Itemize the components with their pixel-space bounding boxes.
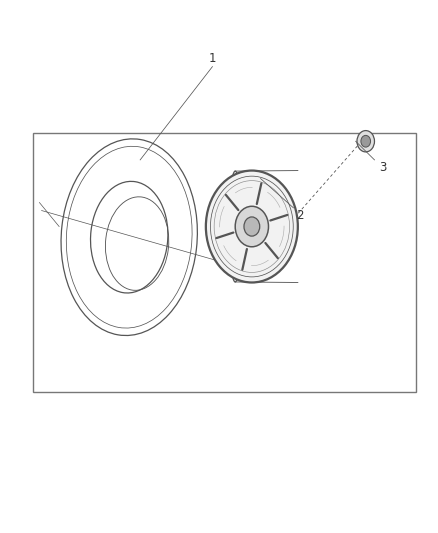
Text: 1: 1 bbox=[208, 52, 216, 65]
Bar bbox=[33, 133, 416, 392]
Circle shape bbox=[206, 171, 298, 282]
Circle shape bbox=[235, 206, 268, 247]
Circle shape bbox=[244, 217, 260, 236]
Text: 3: 3 bbox=[380, 161, 387, 174]
Ellipse shape bbox=[229, 171, 241, 282]
Text: 2: 2 bbox=[296, 209, 304, 222]
Circle shape bbox=[357, 131, 374, 152]
Circle shape bbox=[361, 135, 371, 147]
